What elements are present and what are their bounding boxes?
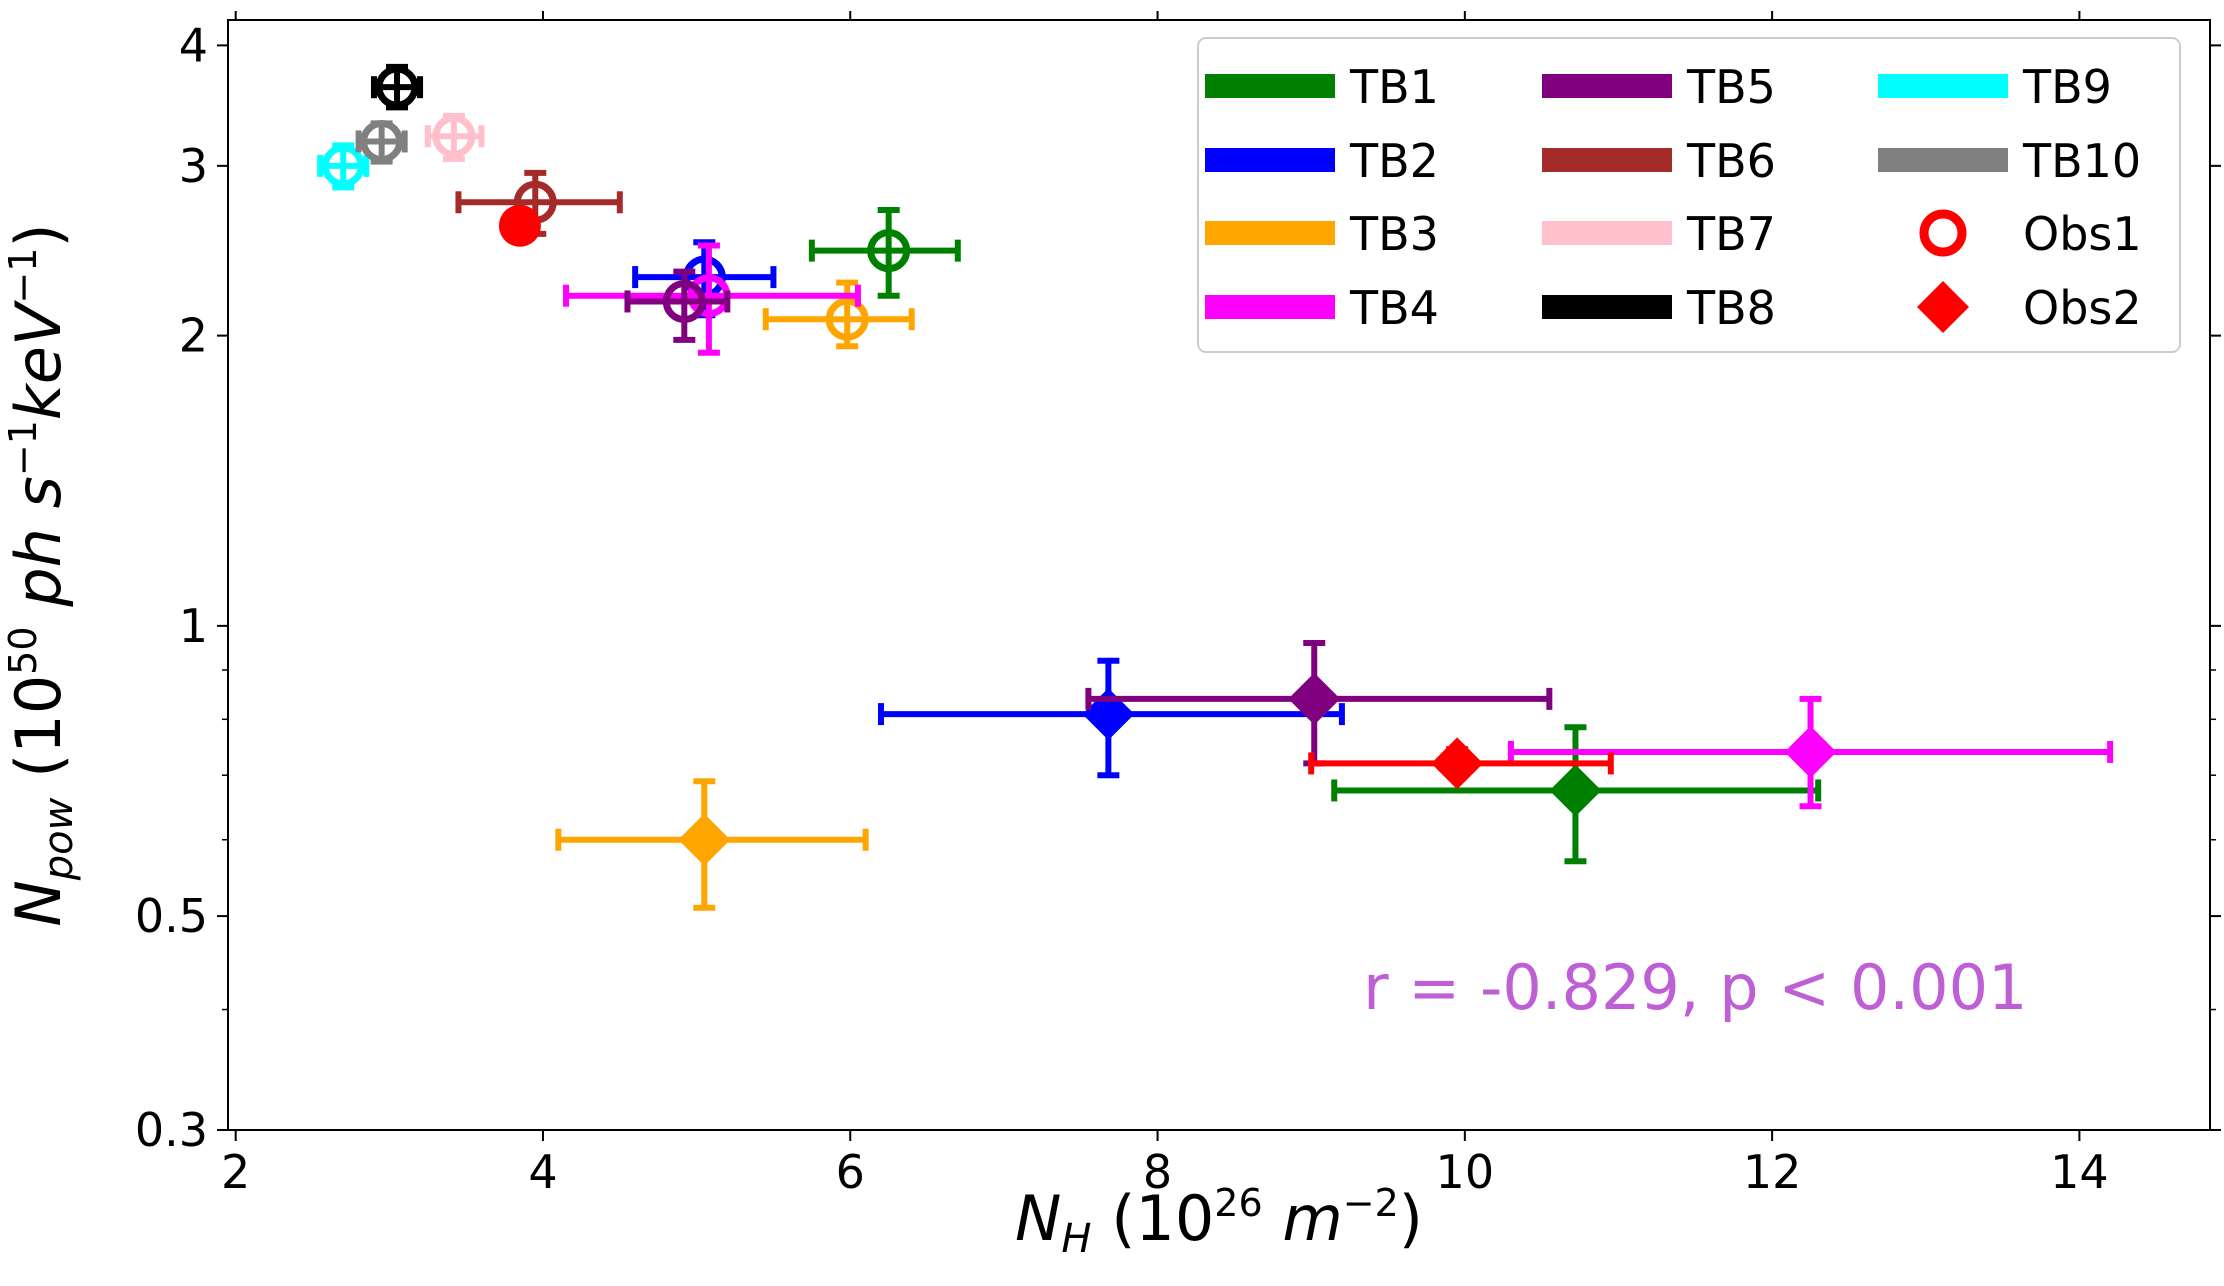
legend-label: Obs1: [2023, 207, 2142, 261]
x-tick-label: 10: [1436, 1145, 1495, 1199]
diamond-marker: [678, 813, 731, 866]
legend-entry-obs1: Obs1: [1919, 207, 2142, 261]
legend-entry-tb8: TB8: [1542, 281, 1776, 335]
y-tick-label: 4: [179, 18, 208, 72]
legend-label: TB1: [1349, 60, 1439, 114]
plot-area: [317, 63, 2114, 911]
x-tick-label: 6: [836, 1145, 865, 1199]
legend-entry-tb10: TB10: [1878, 134, 2141, 188]
tb10-point: [355, 119, 408, 165]
circle-marker: [867, 229, 911, 273]
diamond-marker: [1431, 737, 1484, 790]
legend-entry-tb3: TB3: [1205, 207, 1439, 261]
x-tick-label: 2: [221, 1145, 250, 1199]
legend-entry-tb2: TB2: [1205, 134, 1439, 188]
tb5-point: [624, 268, 731, 343]
diamond-marker: [1288, 672, 1341, 725]
correlation-annotation: r = -0.829, p < 0.001: [1363, 951, 2027, 1024]
circle-marker: [825, 297, 869, 341]
diamond-marker: [1784, 725, 1837, 778]
legend-entry-tb1: TB1: [1205, 60, 1439, 114]
tb5-point: [1085, 639, 1553, 767]
y-tick-label: 3: [179, 139, 208, 193]
y-tick-label: 1: [179, 599, 208, 653]
legend-label: TB8: [1686, 281, 1776, 335]
circle-marker: [432, 114, 476, 158]
tb1-point: [808, 206, 961, 299]
legend-label: TB6: [1686, 134, 1776, 188]
x-tick-label: 8: [1143, 1145, 1172, 1199]
legend-label: TB2: [1349, 134, 1439, 188]
legend-label: TB4: [1349, 281, 1439, 335]
y-tick-label: 0.5: [135, 889, 208, 943]
legend-label: TB3: [1349, 207, 1439, 261]
x-axis-label: NH (1026 m−2): [1015, 1181, 1423, 1262]
obs1-point: [498, 204, 541, 247]
circle-marker: [498, 204, 541, 247]
diamond-marker: [1549, 764, 1602, 817]
tb3-point: [762, 279, 915, 350]
legend-label: TB5: [1686, 60, 1776, 114]
y-tick-label: 2: [179, 309, 208, 363]
legend-swatch-diamond: [1917, 281, 1969, 333]
y-axis-label: Npow (1050 ph s−1keV−1): [1, 223, 82, 926]
tb4-point: [563, 242, 861, 356]
circle-marker: [321, 144, 365, 188]
legend-label: TB7: [1686, 207, 1776, 261]
tb4-point: [1507, 695, 2114, 810]
tb1-point: [1331, 724, 1822, 865]
legend-swatch-circle: [1919, 209, 1967, 257]
obs2-point: [1308, 737, 1614, 790]
legend-entry-tb9: TB9: [1878, 60, 2112, 114]
circle-marker: [375, 65, 419, 109]
tb3-point: [555, 778, 869, 911]
circle-marker: [360, 119, 404, 163]
legend-entry-obs2: Obs2: [1917, 281, 2142, 335]
legend-entry-tb4: TB4: [1205, 281, 1439, 335]
tb9-point: [317, 142, 370, 191]
x-tick-label: 4: [528, 1145, 557, 1199]
plot-frame: [227, 19, 2211, 1131]
tb2-point: [877, 657, 1345, 779]
legend-box: [1197, 37, 2181, 353]
legend-label: TB9: [2022, 60, 2112, 114]
legend: TB1 TB2 TB3 TB4 TB5 TB6 TB7 TB8 TB9 TB10 Obs1 Obs2: [1197, 37, 2181, 353]
legend-entry-tb5: TB5: [1542, 60, 1776, 114]
legend-entry-tb6: TB6: [1542, 134, 1776, 188]
x-tick-label: 12: [1743, 1145, 1802, 1199]
legend-label: TB10: [2022, 134, 2141, 188]
tb8-point: [370, 63, 424, 111]
circle-marker: [662, 279, 706, 323]
legend-entry-tb7: TB7: [1542, 207, 1776, 261]
y-tick-label: 0.3: [135, 1103, 208, 1157]
legend-label: Obs2: [2023, 281, 2142, 335]
x-tick-label: 14: [2050, 1145, 2109, 1199]
tb7-point: [424, 112, 485, 162]
